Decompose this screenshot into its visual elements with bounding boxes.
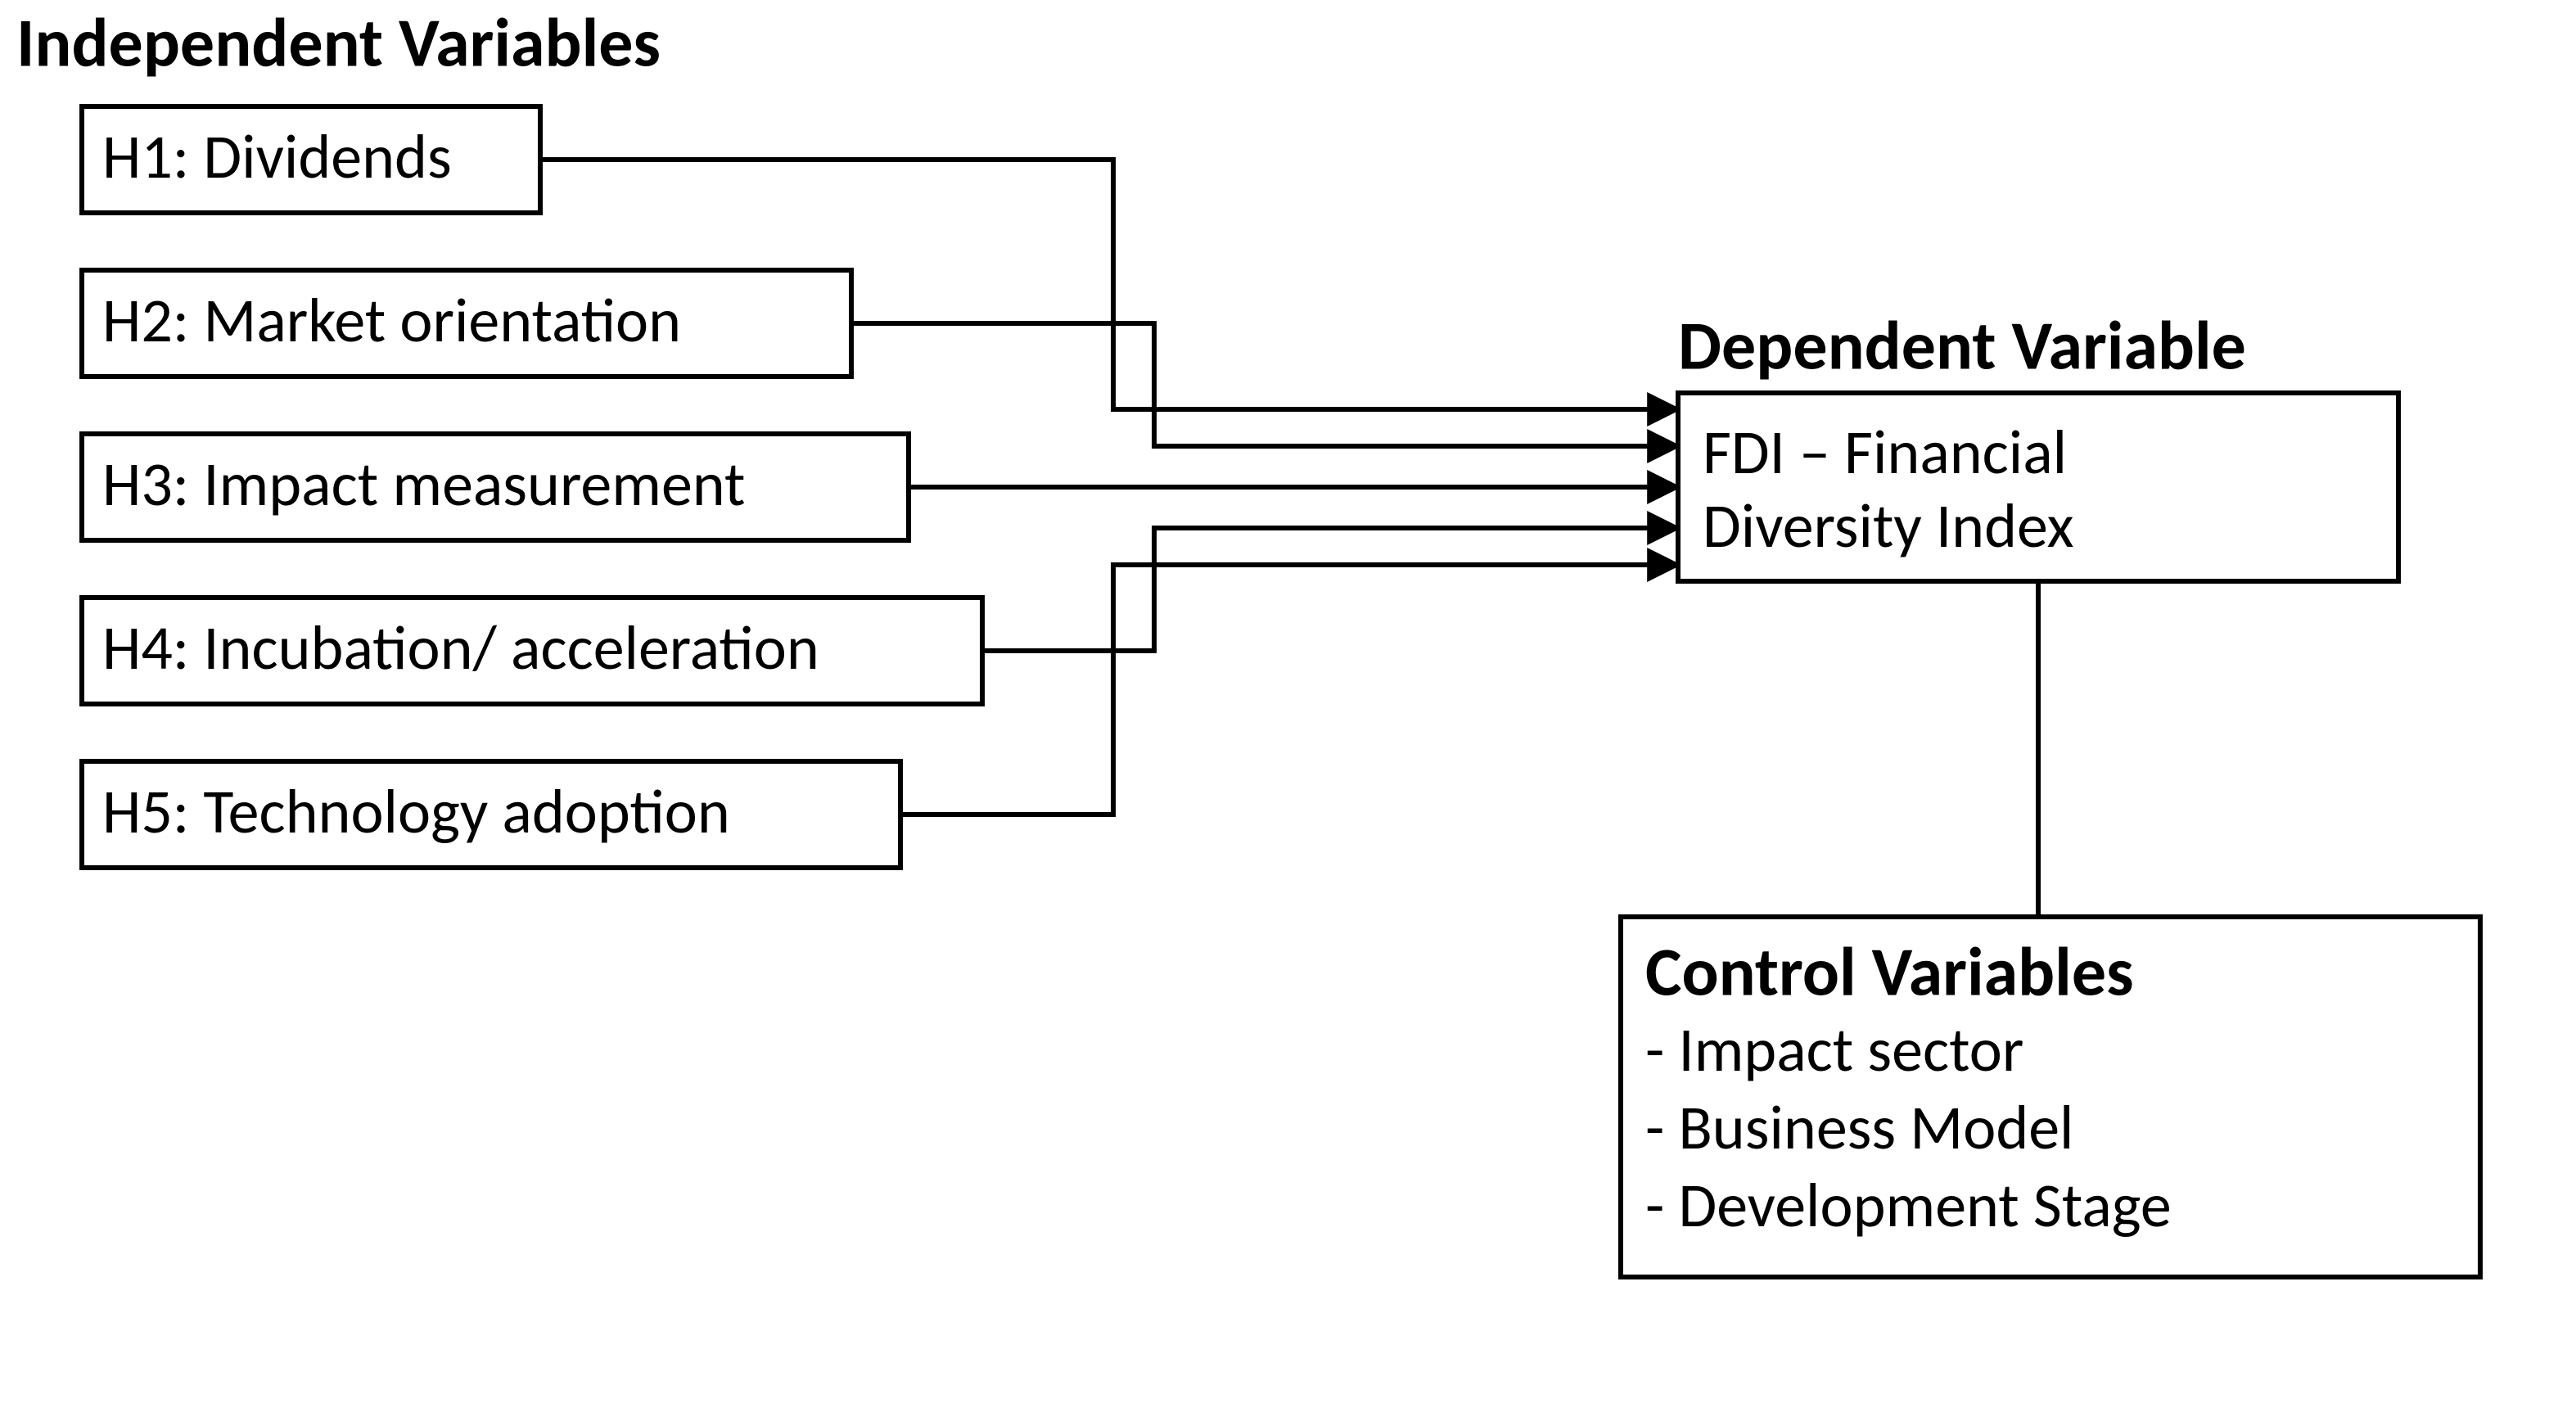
control-item-0: - Impact sector: [1645, 1013, 2023, 1088]
connector-h5: [900, 565, 1678, 815]
independent-box-h2: H2: Market orientation: [82, 270, 851, 377]
heading-dependent: Dependent Variable: [1678, 303, 2246, 387]
independent-box-h5: H5: Technology adoption: [82, 761, 900, 868]
independent-label-h4: H4: Incubation/ acceleration: [102, 611, 819, 686]
control-item-2: - Development Stage: [1645, 1168, 2172, 1243]
control-heading: Control Variables: [1645, 929, 2134, 1013]
independent-label-h3: H3: Impact measurement: [102, 447, 745, 522]
independent-box-h3: H3: Impact measurement: [82, 434, 909, 540]
independent-label-h2: H2: Market orientation: [102, 283, 681, 359]
dependent-line-0: FDI – Financial: [1703, 415, 2067, 490]
connector-h4: [982, 528, 1678, 651]
independent-label-h5: H5: Technology adoption: [102, 774, 730, 850]
dependent-box: FDI – FinancialDiversity Index: [1678, 393, 2398, 581]
independent-box-h1: H1: Dividends: [82, 106, 540, 213]
independent-box-h4: H4: Incubation/ acceleration: [82, 598, 982, 704]
control-box: Control Variables- Impact sector- Busine…: [1621, 917, 2480, 1277]
control-item-1: - Business Model: [1645, 1090, 2074, 1166]
connector-h2: [851, 323, 1678, 446]
independent-label-h1: H1: Dividends: [102, 120, 452, 195]
dependent-line-1: Diversity Index: [1703, 489, 2074, 564]
heading-independent: Independent Variables: [16, 0, 661, 84]
